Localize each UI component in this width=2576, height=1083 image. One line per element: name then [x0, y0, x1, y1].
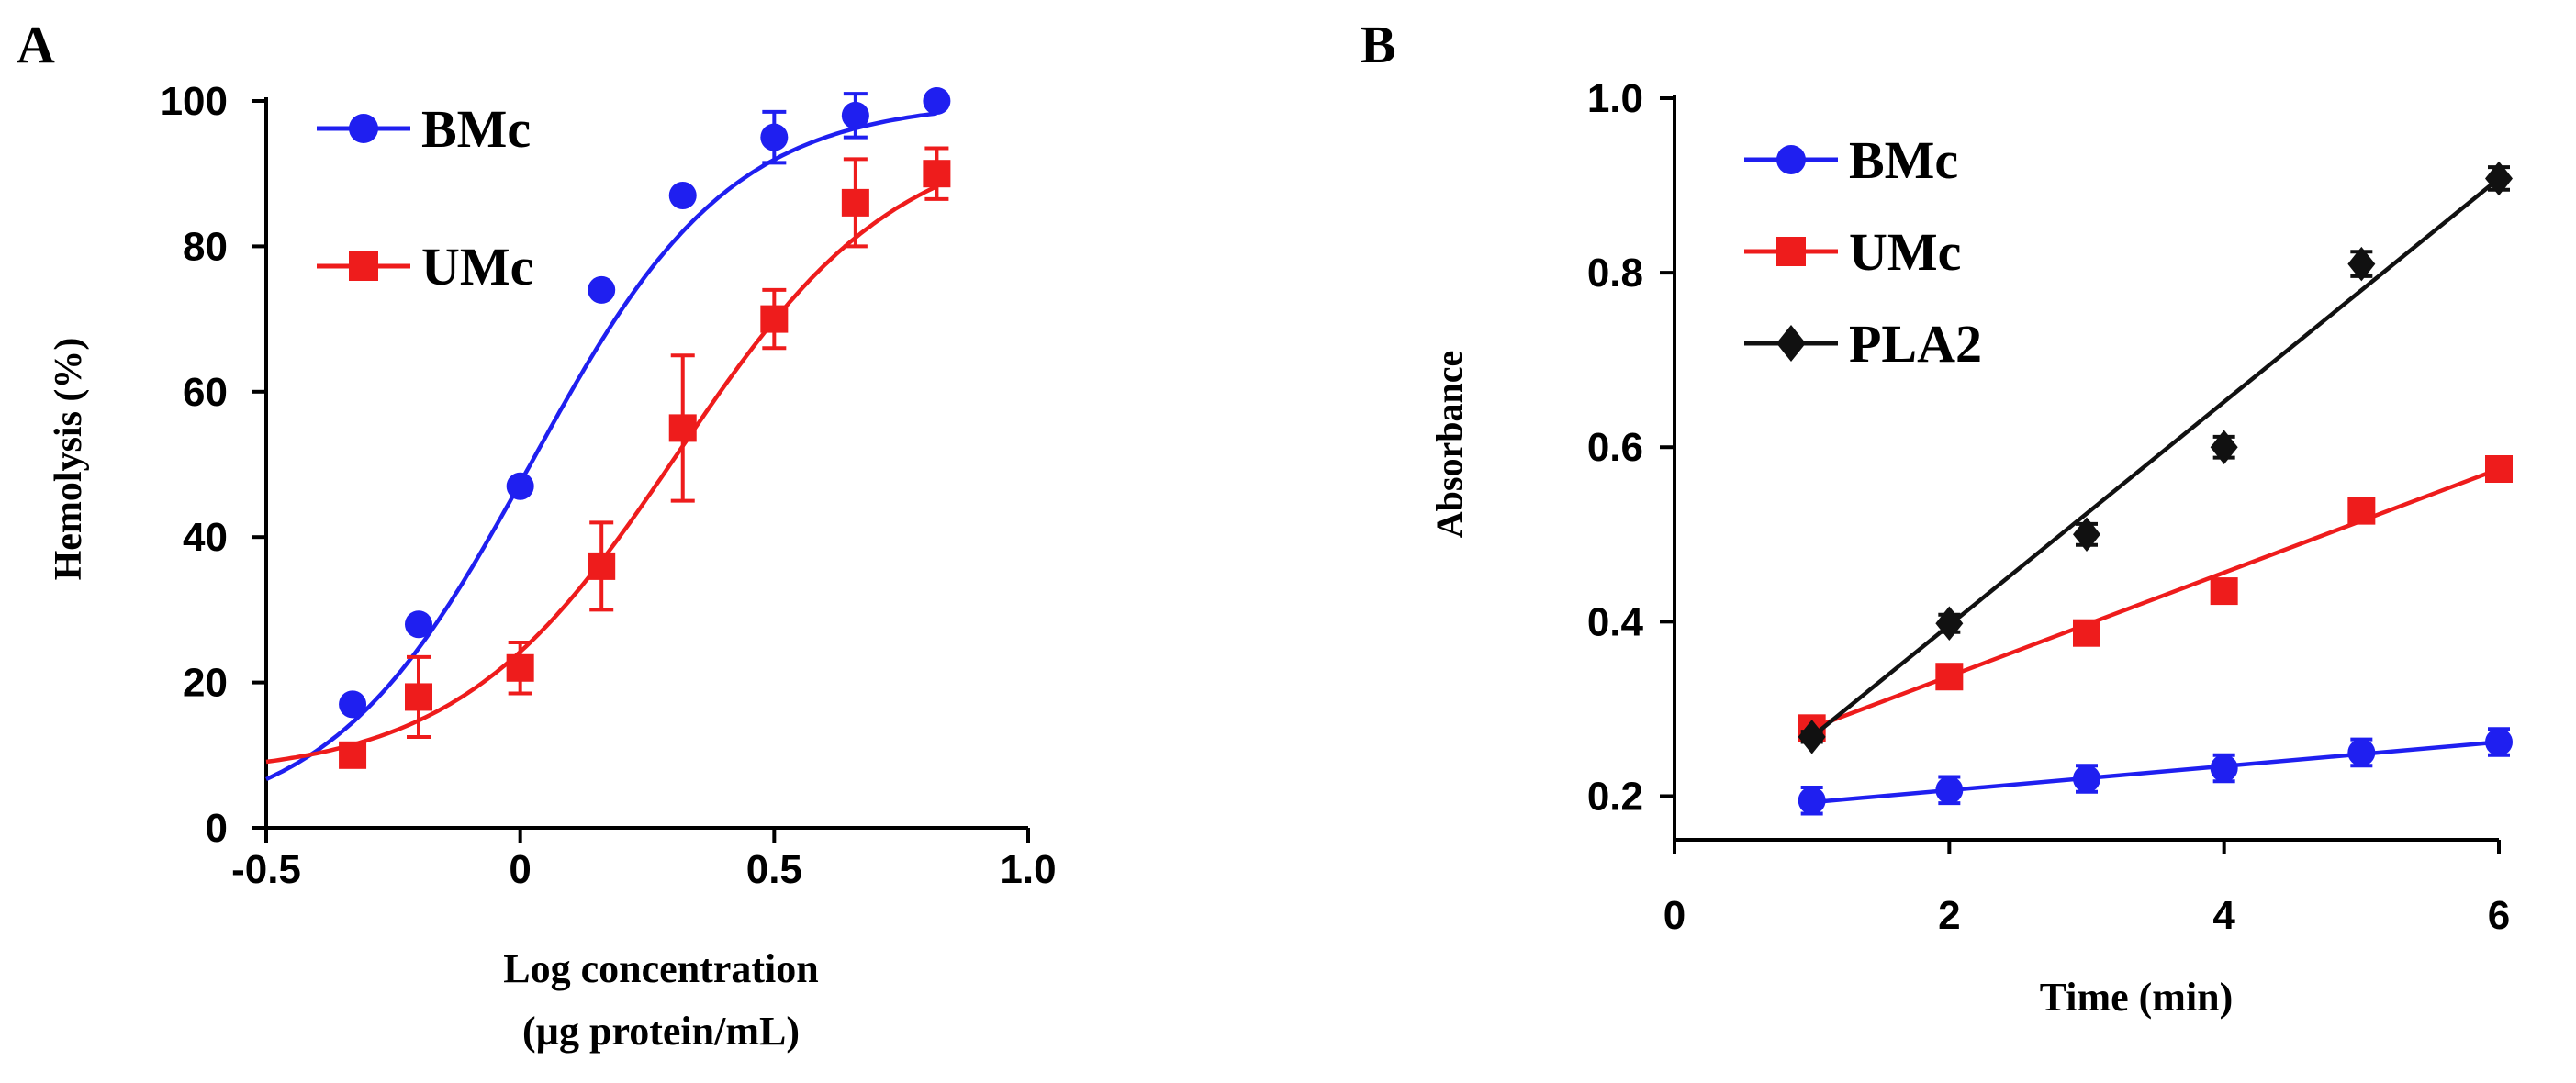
series-bmc-point: [760, 123, 789, 151]
series-bmc-point: [506, 472, 534, 500]
x-tick-label: 1.0: [1000, 847, 1056, 892]
x-tick-label: 0: [1663, 893, 1686, 938]
series-bmc-point: [841, 101, 869, 129]
y-tick-label: 80: [183, 224, 228, 269]
series-bmc-point: [588, 275, 616, 304]
x-tick-label: 4: [2212, 893, 2235, 938]
x-tick-label: 0: [509, 847, 531, 892]
series-pla2-fit-line: [1810, 176, 2501, 739]
legend-pla2-label: PLA2: [1849, 314, 1982, 374]
legend-bmc-label: BMc: [421, 99, 531, 159]
panel-a-x-axis-label-line2: (µg protein/mL): [522, 1009, 800, 1054]
series-bmc-point: [405, 610, 432, 639]
series-bmc-point: [2073, 765, 2100, 793]
legend-bmc-label: BMc: [1849, 130, 1958, 190]
series-bmc-point: [1798, 787, 1826, 815]
y-tick-label: 60: [183, 370, 228, 415]
panel-a-chart: A Hemolysis (%) Log concentration (µg pr…: [17, 15, 1057, 1054]
legend-umc-marker: [349, 251, 378, 281]
panel-b-label: B: [1361, 15, 1396, 74]
y-tick-label: 100: [161, 79, 228, 124]
y-tick-label: 1.0: [1587, 76, 1643, 121]
legend-bmc-marker: [349, 114, 378, 143]
y-tick-label: 0.4: [1587, 599, 1644, 644]
series-bmc-point: [1935, 776, 1964, 804]
series-pla2-point: [1798, 720, 1826, 754]
x-tick-label: 0.5: [746, 847, 802, 892]
panel-a-label: A: [17, 15, 55, 74]
series-umc-point: [2073, 619, 2100, 647]
series-umc-point: [923, 160, 951, 188]
panel-b-y-axis-label: Absorbance: [1428, 351, 1470, 538]
series-umc-point: [760, 305, 789, 333]
series-umc-fit-line: [1810, 466, 2500, 731]
legend-umc-label: UMc: [421, 237, 533, 296]
series-umc-point: [841, 188, 869, 217]
legend-umc-marker: [1776, 237, 1806, 266]
series-umc-point: [588, 552, 616, 580]
y-tick-label: 0.8: [1587, 251, 1643, 296]
y-tick-label: 0: [206, 806, 228, 851]
series-bmc-point: [668, 181, 697, 209]
series-umc-point: [2347, 497, 2376, 525]
x-tick-label: 2: [1938, 893, 1960, 938]
series-umc-point: [339, 741, 367, 769]
series-umc-point: [405, 683, 432, 711]
series-umc-point: [2210, 577, 2238, 606]
series-bmc-point: [923, 87, 951, 115]
legend-pla2-marker: [1776, 325, 1806, 362]
series-bmc-point: [2210, 754, 2238, 783]
series-pla2-point: [2347, 246, 2376, 282]
series-pla2-point: [2485, 161, 2513, 196]
panel-a-y-axis-label: Hemolysis (%): [48, 338, 90, 581]
series-pla2-point: [1935, 606, 1964, 642]
series-bmc-fit-line: [265, 111, 937, 782]
y-tick-label: 0.6: [1587, 425, 1643, 470]
legend-umc-label: UMc: [1849, 222, 1961, 282]
series-pla2-point: [2073, 517, 2100, 553]
series-umc-point: [668, 414, 697, 442]
panel-b-x-axis-label: Time (min): [2040, 975, 2234, 1020]
series-umc-point: [506, 653, 534, 682]
panel-a-x-axis-label-line1: Log concentration: [503, 946, 818, 991]
series-bmc-fit-line: [1811, 740, 2500, 805]
series-bmc-point: [2347, 738, 2376, 766]
series-bmc-point: [2485, 728, 2513, 756]
series-umc-point: [2485, 455, 2513, 483]
legend-bmc-marker: [1776, 145, 1806, 174]
series-umc-point: [1935, 663, 1964, 691]
panel-b-chart: B Absorbance Time (min) 0.2 0.4 0.6 0.8 1.0 0…: [1361, 15, 2513, 1020]
x-tick-label: -0.5: [231, 847, 301, 892]
series-bmc-point: [339, 690, 367, 719]
y-tick-label: 0.2: [1587, 774, 1643, 819]
x-tick-label: 6: [2488, 893, 2510, 938]
y-tick-label: 20: [183, 661, 228, 706]
series-pla2-point: [2210, 430, 2238, 464]
y-tick-label: 40: [183, 515, 228, 560]
